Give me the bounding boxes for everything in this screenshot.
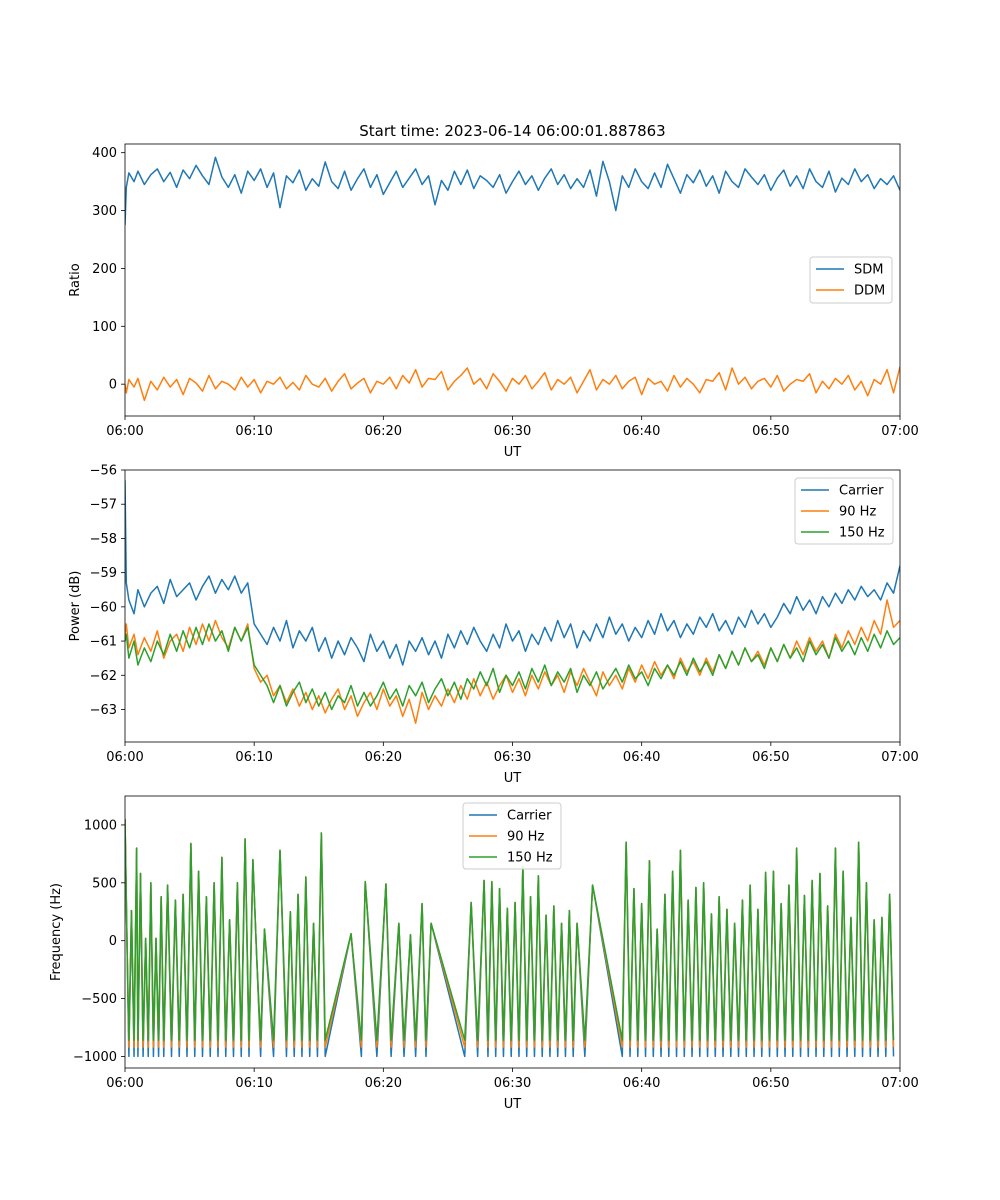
- frequency-panel: 06:00 06:10 06:20 06:30 06:40 06:50 07:00 −1000…: [49, 795, 919, 1112]
- x-tick-label: 06:20: [365, 424, 402, 439]
- x-tick-label: 06:00: [106, 1076, 143, 1091]
- x-tick-label: 06:50: [752, 1076, 789, 1091]
- y-tick-label: 1000: [84, 818, 117, 833]
- ratio-panel: 06:00 06:10 06:20 06:30 06:40 06:50 07:00 0 100 2…: [68, 143, 919, 460]
- x-axis-label: UT: [504, 445, 522, 460]
- y-tick-label: −58: [90, 532, 117, 547]
- y-tick-label: 0: [109, 934, 117, 949]
- series-line-ddm: [125, 366, 900, 402]
- y-tick-label: −61: [90, 635, 117, 650]
- x-tick-label: 07:00: [881, 424, 918, 439]
- x-tick-label: 06:10: [235, 750, 272, 765]
- y-tick-label: −62: [90, 669, 117, 684]
- x-tick-label: 06:10: [235, 424, 272, 439]
- legend-entry: Carrier: [507, 809, 552, 824]
- legend-entry: 150 Hz: [839, 526, 885, 541]
- y-tick-label: −60: [90, 600, 117, 615]
- y-tick-label: 100: [92, 320, 117, 335]
- legend-entry: Carrier: [839, 484, 884, 499]
- series-group: [125, 819, 895, 1058]
- legend-entry: 150 Hz: [507, 851, 553, 866]
- y-axis-label: Ratio: [68, 263, 83, 296]
- x-axis-label: UT: [504, 771, 522, 786]
- x-tick-label: 06:20: [365, 1076, 402, 1091]
- y-tick-label: 300: [92, 204, 117, 219]
- y-tick-label: −59: [90, 566, 117, 581]
- legend: Carrier 90 Hz 150 Hz: [794, 477, 894, 545]
- x-tick-label: 06:00: [106, 750, 143, 765]
- x-tick-label: 06:50: [752, 424, 789, 439]
- legend-entry: SDM: [854, 263, 883, 278]
- y-axis-label: Power (dB): [68, 571, 83, 642]
- legend-frame: [462, 802, 562, 870]
- legend: SDM DDM: [809, 256, 893, 304]
- legend: Carrier 90 Hz 150 Hz: [462, 802, 562, 870]
- power-panel: 06:00 06:10 06:20 06:30 06:40 06:50 07:00 −63 −6…: [68, 464, 919, 787]
- y-axis-label: Frequency (Hz): [49, 883, 64, 981]
- x-axis-label: UT: [504, 1097, 522, 1112]
- x-tick-label: 06:10: [235, 1076, 272, 1091]
- x-tick-label: 06:30: [494, 424, 531, 439]
- y-tick-label: −63: [90, 703, 117, 718]
- series-group: [125, 480, 900, 724]
- y-tick-label: −1000: [73, 1050, 117, 1065]
- x-tick-label: 06:00: [106, 424, 143, 439]
- legend-entry: 90 Hz: [507, 830, 544, 845]
- legend-frame: [794, 477, 894, 545]
- series-line-150-hz: [125, 819, 895, 1041]
- y-tick-label: 200: [92, 262, 117, 277]
- x-tick-label: 06:40: [623, 1076, 660, 1091]
- x-tick-label: 06:40: [623, 750, 660, 765]
- y-tick-label: −500: [81, 992, 117, 1007]
- x-tick-label: 06:40: [623, 424, 660, 439]
- series-line-sdm: [125, 156, 900, 226]
- y-tick-label: −57: [90, 498, 117, 513]
- y-tick-label: −56: [90, 464, 117, 479]
- x-tick-label: 06:20: [365, 750, 402, 765]
- series-line-150-hz: [125, 623, 900, 711]
- y-tick-label: 500: [92, 876, 117, 891]
- x-tick-label: 06:30: [494, 1076, 531, 1091]
- y-tick-label: 400: [92, 146, 117, 161]
- figure-title: Start time: 2023-06-14 06:00:01.887863: [359, 122, 665, 140]
- x-tick-label: 07:00: [881, 750, 918, 765]
- x-tick-label: 06:30: [494, 750, 531, 765]
- series-line-carrier: [125, 480, 900, 666]
- x-tick-label: 06:50: [752, 750, 789, 765]
- legend-entry: 90 Hz: [839, 505, 876, 520]
- series-group: [125, 156, 900, 402]
- legend-entry: DDM: [854, 284, 885, 299]
- x-tick-label: 07:00: [881, 1076, 918, 1091]
- y-tick-label: 0: [109, 378, 117, 393]
